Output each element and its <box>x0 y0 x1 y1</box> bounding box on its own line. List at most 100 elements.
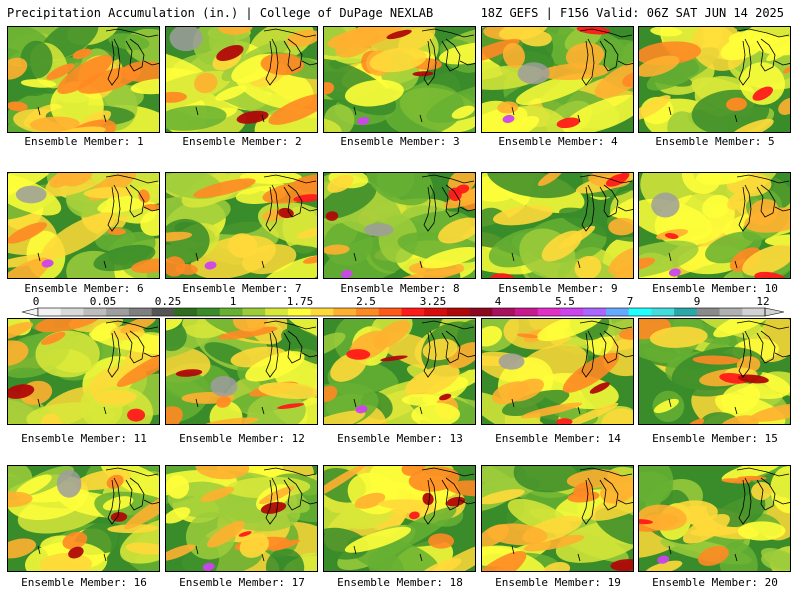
colorbar-swatch <box>515 308 539 316</box>
ensemble-member-label: Ensemble Member: 6 <box>24 282 144 295</box>
great-lakes-outline <box>37 320 159 415</box>
colorbar-swatch <box>651 308 675 316</box>
great-lakes-outline <box>353 174 475 269</box>
ensemble-member-map <box>165 318 318 425</box>
great-lakes-outline <box>668 28 790 123</box>
colorbar-tick-label: 0.05 <box>89 295 117 308</box>
precipitation-field <box>639 173 790 278</box>
colorbar-tick-label: 1.75 <box>286 295 314 308</box>
precipitation-field <box>639 466 790 571</box>
ensemble-member-map <box>481 172 634 279</box>
ensemble-member-label: Ensemble Member: 15 <box>652 432 778 445</box>
colorbar-swatch <box>219 308 243 316</box>
header: Precipitation Accumulation (in.) | Colle… <box>0 0 800 24</box>
colorbar-scale <box>21 307 785 317</box>
great-lakes-outline <box>668 320 790 415</box>
precipitation-field <box>324 27 475 132</box>
ensemble-member-map <box>323 172 476 279</box>
colorbar-tick-label: 1 <box>229 295 237 308</box>
ensemble-member-label: Ensemble Member: 10 <box>652 282 778 295</box>
great-lakes-outline <box>37 28 159 123</box>
precipitation-field <box>166 173 317 278</box>
precipitation-field <box>639 27 790 132</box>
colorbar-swatch <box>424 308 448 316</box>
precipitation-field <box>166 319 317 424</box>
colorbar-tick-label: 7 <box>626 295 634 308</box>
colorbar-tick-label: 0 <box>32 295 40 308</box>
colorbar-swatch <box>287 308 311 316</box>
colorbar-swatch <box>492 308 516 316</box>
colorbar-swatch <box>378 308 402 316</box>
precipitation-field <box>482 319 633 424</box>
ensemble-member-label: Ensemble Member: 16 <box>21 576 147 589</box>
ensemble-member-map <box>638 465 791 572</box>
ensemble-member-label: Ensemble Member: 19 <box>495 576 621 589</box>
colorbar-tick-label: 3.25 <box>419 295 447 308</box>
great-lakes-outline <box>37 174 159 269</box>
colorbar-swatch <box>537 308 561 316</box>
ensemble-member-map <box>165 26 318 133</box>
colorbar-swatch <box>38 308 62 316</box>
colorbar-swatch <box>83 308 107 316</box>
ensemble-member-label: Ensemble Member: 5 <box>655 135 775 148</box>
ensemble-member-label: Ensemble Member: 20 <box>652 576 778 589</box>
great-lakes-outline <box>353 28 475 123</box>
colorbar-swatch <box>310 308 334 316</box>
map-title: Precipitation Accumulation (in.) | Colle… <box>7 6 434 20</box>
great-lakes-outline <box>668 467 790 562</box>
precipitation-field <box>8 466 159 571</box>
ensemble-member-map <box>165 172 318 279</box>
colorbar-swatch <box>333 308 357 316</box>
great-lakes-outline <box>511 28 633 123</box>
ensemble-member-label: Ensemble Member: 1 <box>24 135 144 148</box>
ensemble-member-label: Ensemble Member: 3 <box>340 135 460 148</box>
ensemble-member-label: Ensemble Member: 12 <box>179 432 305 445</box>
great-lakes-outline <box>668 174 790 269</box>
precipitation-field <box>166 466 317 571</box>
colorbar-swatch <box>151 308 175 316</box>
ensemble-member-label: Ensemble Member: 8 <box>340 282 460 295</box>
ensemble-member-map <box>481 26 634 133</box>
great-lakes-outline <box>511 467 633 562</box>
ensemble-member-map <box>323 465 476 572</box>
ensemble-member-map <box>481 465 634 572</box>
precipitation-field <box>8 173 159 278</box>
great-lakes-outline <box>195 467 317 562</box>
precipitation-field <box>324 319 475 424</box>
colorbar-max-arrow <box>764 307 785 317</box>
precipitation-field <box>482 466 633 571</box>
colorbar-tick-label: 0.25 <box>154 295 182 308</box>
great-lakes-outline <box>511 174 633 269</box>
colorbar-swatch <box>446 308 470 316</box>
colorbar-swatch <box>469 308 493 316</box>
ensemble-member-map <box>165 465 318 572</box>
colorbar-swatch <box>60 308 84 316</box>
ensemble-member-label: Ensemble Member: 13 <box>337 432 463 445</box>
colorbar-swatch <box>356 308 380 316</box>
ensemble-member-label: Ensemble Member: 17 <box>179 576 305 589</box>
colorbar-swatch <box>197 308 221 316</box>
ensemble-member-map <box>7 318 160 425</box>
ensemble-member-map <box>638 26 791 133</box>
colorbar-swatch <box>674 308 698 316</box>
colorbar-min-arrow <box>21 307 39 317</box>
precipitation-field <box>324 173 475 278</box>
ensemble-member-map <box>323 26 476 133</box>
ensemble-member-label: Ensemble Member: 14 <box>495 432 621 445</box>
precipitation-field <box>482 173 633 278</box>
precipitation-field <box>166 27 317 132</box>
ensemble-member-label: Ensemble Member: 2 <box>182 135 302 148</box>
colorbar-swatch <box>583 308 607 316</box>
colorbar: 0 0.05 0.25 1 1.75 2.5 3.25 4 5.5 7 9 12 <box>0 295 800 319</box>
precipitation-field <box>324 466 475 571</box>
precipitation-field <box>8 27 159 132</box>
colorbar-swatch <box>265 308 289 316</box>
ensemble-member-map <box>7 465 160 572</box>
ensemble-member-map <box>638 318 791 425</box>
ensemble-member-label: Ensemble Member: 4 <box>498 135 618 148</box>
ensemble-member-label: Ensemble Member: 11 <box>21 432 147 445</box>
model-valid-time: 18Z GEFS | F156 Valid: 06Z SAT JUN 14 20… <box>480 6 784 20</box>
colorbar-swatch <box>401 308 425 316</box>
colorbar-tick-label: 9 <box>693 295 701 308</box>
colorbar-swatch <box>628 308 652 316</box>
